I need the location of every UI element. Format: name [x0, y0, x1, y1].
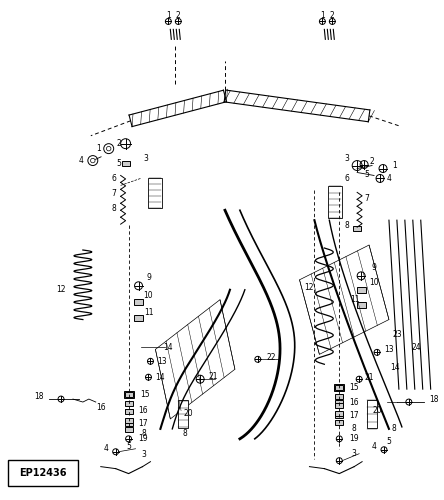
Text: 24: 24: [412, 343, 422, 352]
Bar: [125, 392, 133, 396]
Text: 7: 7: [365, 194, 369, 203]
Bar: [148, 178, 163, 208]
Bar: [335, 384, 343, 390]
Text: 17: 17: [139, 420, 148, 428]
Text: 17: 17: [349, 412, 359, 420]
Text: 9: 9: [372, 264, 377, 272]
Text: 13: 13: [384, 345, 394, 354]
Bar: [353, 226, 361, 230]
Bar: [357, 287, 365, 292]
Bar: [335, 414, 343, 418]
Bar: [134, 314, 143, 320]
Bar: [335, 400, 343, 404]
Text: 18: 18: [429, 394, 438, 404]
Text: 14: 14: [163, 343, 173, 352]
Text: 5: 5: [365, 170, 369, 179]
Text: 6: 6: [111, 174, 116, 183]
Text: 8: 8: [345, 220, 349, 230]
Text: 2: 2: [370, 157, 374, 166]
Text: 8: 8: [141, 430, 146, 438]
Bar: [357, 302, 365, 308]
Text: 1: 1: [392, 161, 397, 170]
Bar: [367, 400, 377, 428]
Text: 10: 10: [144, 291, 153, 300]
Bar: [335, 394, 343, 398]
Bar: [125, 408, 133, 414]
Text: 19: 19: [139, 434, 148, 444]
Text: 23: 23: [392, 330, 402, 339]
Text: 1: 1: [166, 11, 170, 20]
Text: 9: 9: [146, 274, 151, 282]
Text: 16: 16: [96, 402, 106, 411]
Text: 15: 15: [141, 390, 151, 398]
Text: 2: 2: [116, 139, 121, 148]
Bar: [335, 402, 343, 407]
Text: 1: 1: [320, 11, 325, 20]
Text: 4: 4: [79, 156, 83, 165]
Text: 16: 16: [349, 398, 359, 406]
Text: 2: 2: [176, 11, 181, 20]
Text: 3: 3: [143, 154, 148, 163]
Text: 5: 5: [126, 442, 131, 452]
Text: 8: 8: [392, 424, 396, 434]
Text: 4: 4: [387, 174, 392, 183]
Text: 2: 2: [330, 11, 335, 20]
Text: 19: 19: [349, 434, 359, 444]
Text: 5: 5: [387, 438, 392, 446]
Text: 8: 8: [352, 424, 357, 434]
Text: 5: 5: [116, 159, 121, 168]
Bar: [335, 420, 343, 426]
Text: 22: 22: [267, 353, 277, 362]
Bar: [125, 410, 133, 414]
Text: 15: 15: [349, 382, 359, 392]
Text: 8: 8: [111, 204, 116, 213]
Text: 4: 4: [372, 442, 377, 452]
Text: 6: 6: [345, 174, 349, 183]
Text: 3: 3: [345, 154, 349, 163]
Text: 4: 4: [103, 444, 108, 453]
Bar: [335, 412, 343, 416]
Bar: [328, 186, 342, 218]
Text: 21: 21: [208, 372, 218, 380]
Text: 16: 16: [139, 406, 148, 416]
Text: 3: 3: [352, 449, 357, 458]
Text: 11: 11: [350, 295, 360, 304]
Text: 18: 18: [34, 392, 44, 400]
Text: 8: 8: [183, 430, 188, 438]
Bar: [125, 418, 133, 424]
Text: 3: 3: [141, 450, 146, 459]
Text: 12: 12: [56, 285, 66, 294]
Text: 20: 20: [372, 406, 382, 416]
Bar: [125, 428, 133, 432]
Text: 21: 21: [365, 372, 374, 382]
FancyBboxPatch shape: [8, 460, 78, 485]
Text: 14: 14: [390, 363, 400, 372]
Bar: [123, 390, 134, 398]
Text: 13: 13: [158, 357, 167, 366]
Text: 10: 10: [369, 278, 379, 287]
Bar: [178, 400, 188, 428]
Bar: [134, 298, 143, 304]
Text: 1: 1: [96, 144, 101, 153]
Bar: [125, 422, 133, 426]
Text: 11: 11: [144, 308, 153, 317]
Text: 7: 7: [111, 189, 116, 198]
Text: 14: 14: [155, 372, 165, 382]
Text: 20: 20: [183, 410, 193, 418]
Bar: [334, 384, 344, 390]
Bar: [122, 161, 130, 166]
Bar: [125, 400, 133, 406]
Text: 12: 12: [305, 284, 314, 292]
Text: EP12436: EP12436: [20, 468, 67, 477]
